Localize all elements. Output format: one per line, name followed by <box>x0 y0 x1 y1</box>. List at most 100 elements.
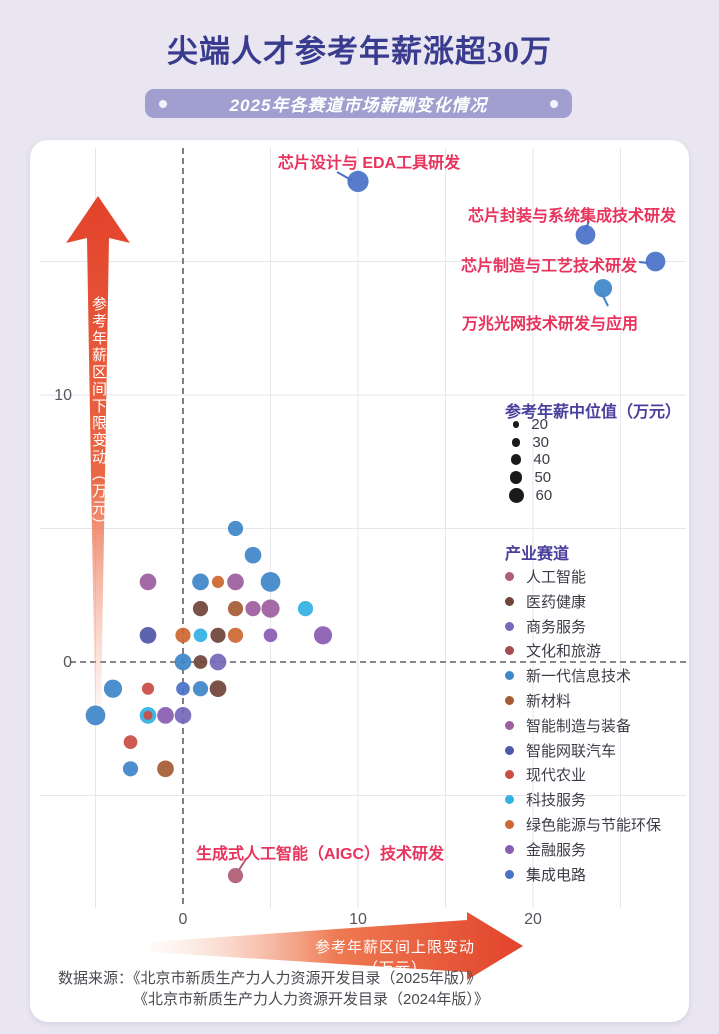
annotation-label: 芯片设计与 EDA工具研发 <box>277 155 461 172</box>
scatter-point <box>227 573 244 591</box>
track-legend-label: 文化和旅游 <box>526 643 602 661</box>
size-legend-value: 60 <box>535 486 553 504</box>
x-axis-arrow <box>150 912 523 980</box>
track-legend-label: 新一代信息技术 <box>526 668 632 686</box>
track-legend-title: 产业赛道 <box>505 546 570 563</box>
scatter-point <box>245 601 261 617</box>
subtitle-banner: 2025年各赛道市场薪酬变化情况 <box>145 89 572 118</box>
annotation-label: 芯片封装与系统集成技术研发 <box>467 208 676 225</box>
track-dot-icon <box>505 621 514 631</box>
size-legend-item: 30 <box>508 434 549 451</box>
x-tick-label: 0 <box>179 911 188 928</box>
y-axis-label: 参考年薪区间下限变动（万元） <box>90 296 107 534</box>
scatter-point <box>103 679 123 698</box>
track-dot-icon <box>505 770 514 780</box>
x-tick-label: 20 <box>524 911 542 928</box>
track-legend-label: 新材料 <box>526 693 572 710</box>
track-dot-icon <box>505 671 514 681</box>
page-title: 尖端人才参考年薪涨超30万 <box>167 34 552 69</box>
scatter-point <box>210 627 226 643</box>
track-dot-icon <box>505 696 514 705</box>
size-legend-value: 50 <box>534 469 552 487</box>
annotation-callout-line <box>238 858 247 871</box>
scatter-point <box>313 626 333 645</box>
x-axis-label: 参考年薪区间上限变动（万元） <box>314 939 475 977</box>
subtitle-text: 2025年各赛道市场薪酬变化情况 <box>229 96 488 115</box>
track-legend-label: 集成电路 <box>526 866 587 884</box>
scatter-point <box>176 681 190 696</box>
scatter-point <box>227 520 244 537</box>
track-legend-label: 金融服务 <box>526 841 587 859</box>
scatter-point <box>227 868 244 884</box>
scatter-point <box>139 626 157 644</box>
y-axis-arrow <box>66 196 130 710</box>
scatter-point <box>192 573 209 591</box>
annotation-callout-lines <box>238 171 649 871</box>
axis-ticks: 0 10 20 0 10 <box>54 387 542 928</box>
annotation-callout-line <box>336 171 354 182</box>
scatter-point <box>122 761 139 777</box>
scatter-point <box>192 601 209 617</box>
scatter-point <box>141 682 155 695</box>
x-tick-label: 10 <box>349 911 367 928</box>
scatter-point <box>192 681 209 697</box>
y-tick-label: 0 <box>63 654 72 671</box>
size-legend-value: 20 <box>531 416 548 433</box>
size-dot-icon <box>512 421 520 428</box>
banner-dot-left-icon <box>159 100 167 108</box>
annotation-label: 芯片制造与工艺技术研发 <box>460 258 637 275</box>
scatter-point <box>227 627 244 643</box>
track-dot-icon <box>505 745 514 755</box>
data-source: 数据来源：《北京市新质生产力人力资源开发目录（2025年版）》 《北京市新质生产… <box>58 968 658 1010</box>
scatter-point <box>244 546 262 564</box>
track-legend-label: 人工智能 <box>526 569 587 586</box>
track-dot-icon <box>505 646 514 656</box>
track-dot-icon <box>505 844 514 854</box>
scatter-point <box>193 628 208 643</box>
annotation-label: 生成式人工智能（AIGC）技术研发 <box>196 846 445 863</box>
scatter-point <box>157 707 174 724</box>
axis-arrows <box>66 196 523 980</box>
scatter-point <box>260 572 281 592</box>
gridlines <box>40 148 686 908</box>
size-dot-icon <box>511 437 521 447</box>
track-dot-icon <box>505 795 514 805</box>
scatter-point <box>139 573 157 591</box>
scatter-point <box>174 653 192 671</box>
track-dot-icon <box>505 720 514 730</box>
track-dot-icon <box>505 820 514 829</box>
annotation-callout-line <box>584 220 590 232</box>
scatter-point <box>209 680 227 698</box>
track-dot-icon <box>505 596 514 606</box>
scatter-point <box>175 627 191 643</box>
track-legend-label: 医药健康 <box>526 593 587 611</box>
track-legend-label: 现代农业 <box>526 767 587 785</box>
scatter-point <box>593 279 613 298</box>
size-legend-title: 参考年薪中位值（万元） <box>505 404 682 421</box>
track-legend-item: 科技服务 <box>505 789 586 810</box>
scatter-point <box>85 705 106 726</box>
size-legend-item: 20 <box>508 416 548 433</box>
scatter-point <box>193 655 208 669</box>
scatter-point <box>143 710 153 721</box>
banner-dot-right-icon <box>550 100 558 108</box>
track-legend-label: 智能制造与装备 <box>526 717 632 735</box>
scatter-point <box>575 224 596 245</box>
scatter-point <box>123 735 138 749</box>
annotation-label: 万兆光网技术研发与应用 <box>461 316 638 333</box>
track-dot-icon <box>505 572 514 581</box>
track-legend-item: 智能制造与装备 <box>505 715 631 736</box>
scatter-point <box>645 251 666 272</box>
size-dot-icon <box>508 487 524 503</box>
size-legend-value: 40 <box>533 451 551 469</box>
size-legend-item: 50 <box>508 469 551 486</box>
track-legend-item: 绿色能源与节能环保 <box>505 814 661 835</box>
scatter-point <box>174 707 192 724</box>
source-line-1: 数据来源：《北京市新质生产力人力资源开发目录（2025年版）》 <box>58 970 482 987</box>
size-dot-icon <box>509 471 523 485</box>
track-legend-label: 智能网联汽车 <box>526 742 617 760</box>
annotation-callout-line <box>638 261 649 264</box>
scatter-point <box>261 599 280 618</box>
